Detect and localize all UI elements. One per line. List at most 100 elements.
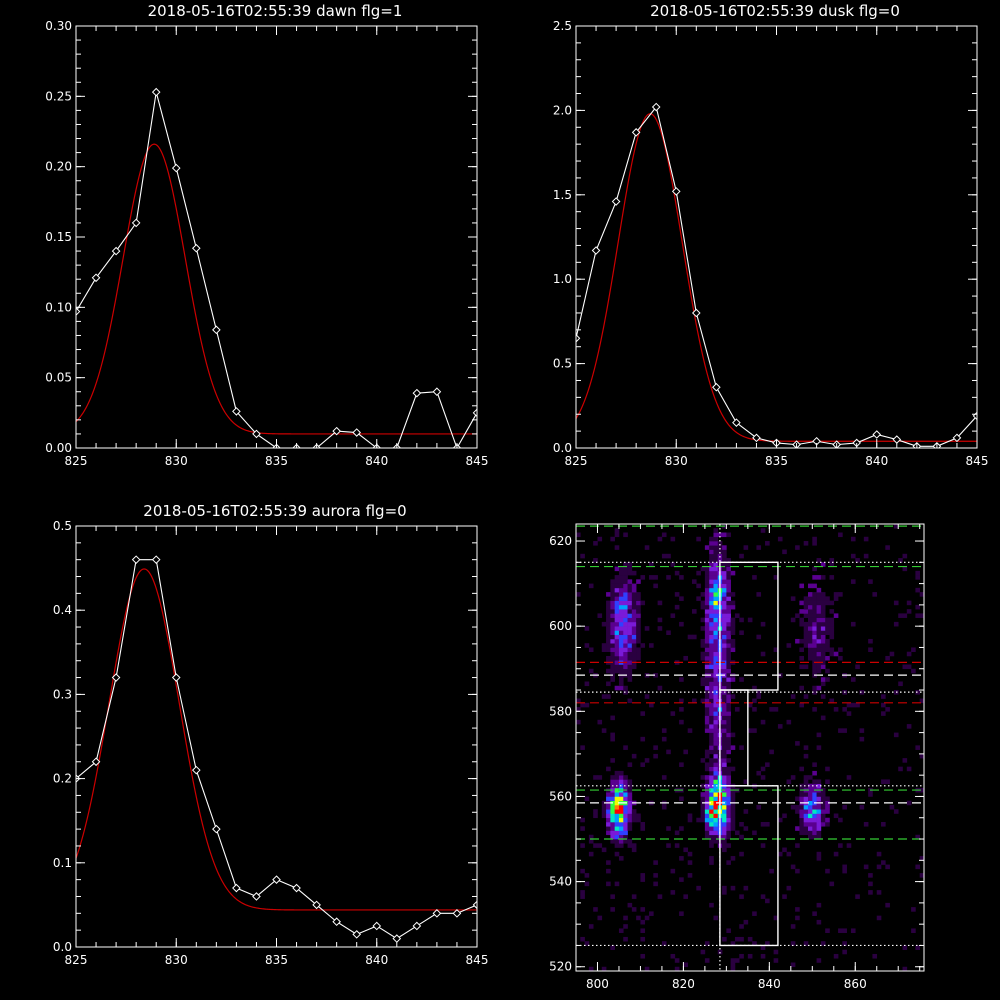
heatmap-pixel xyxy=(816,834,822,840)
heatmap-pixel xyxy=(713,634,719,640)
heatmap-pixel xyxy=(812,813,817,819)
heatmap-pixel xyxy=(610,583,615,589)
heatmap-pixel xyxy=(709,583,714,589)
heatmap-pixel xyxy=(627,647,633,653)
data-point-diamond xyxy=(432,387,442,397)
heatmap-pixel xyxy=(777,851,783,857)
heatmap-pixel xyxy=(713,724,719,729)
data-point-diamond xyxy=(631,128,641,137)
heatmap-pixel xyxy=(623,532,628,538)
heatmap-pixel xyxy=(610,587,615,593)
heatmap-pixel xyxy=(756,804,762,810)
heatmap-pixel xyxy=(820,813,826,819)
y-tick-label: 540 xyxy=(549,875,572,889)
heatmap-pixel xyxy=(704,698,710,704)
data-point-diamond xyxy=(452,909,462,918)
heatmap-pixel xyxy=(588,839,594,844)
heatmap-pixel xyxy=(752,575,757,580)
heatmap-pixel xyxy=(704,570,710,576)
heatmap-pixel xyxy=(842,804,847,810)
dusk-plot-area: 825 830 835 840 845 0.0 0.5 1.0 1.5 2.0 2.5 xyxy=(553,19,989,468)
heatmap-pixel xyxy=(722,694,727,699)
heatmap-pixel xyxy=(618,570,624,576)
heatmap-pixel xyxy=(606,830,611,836)
heatmap-pixel xyxy=(820,609,826,614)
heatmap-pixel xyxy=(713,660,719,665)
heatmap-pixel xyxy=(756,545,762,550)
x-tick-label: 835 xyxy=(265,953,288,967)
heatmap-pixel xyxy=(722,736,727,742)
heatmap-pixel xyxy=(730,813,736,819)
data-point-diamond xyxy=(292,883,301,893)
heatmap-pixel xyxy=(889,804,895,810)
heatmap-pixel xyxy=(631,609,637,614)
heatmap-pixel xyxy=(833,592,839,597)
heatmap-pixel xyxy=(610,839,615,844)
heatmap-pixel xyxy=(640,600,646,606)
heatmap-pixel xyxy=(576,698,581,704)
heatmap-pixel xyxy=(614,851,620,857)
heatmap-pixel xyxy=(730,745,736,750)
heatmap-pixel xyxy=(610,817,615,823)
heatmap-pixel xyxy=(760,822,766,827)
heatmap-pixel xyxy=(610,894,615,899)
heatmap-pixel xyxy=(722,804,727,810)
heatmap-pixel xyxy=(790,617,796,623)
heatmap-pixel xyxy=(726,583,731,589)
heatmap-pixel xyxy=(825,655,830,661)
heatmap-pixel xyxy=(722,549,727,555)
heatmap-pixel xyxy=(713,741,719,746)
heatmap-pixel xyxy=(704,643,710,648)
heatmap-pixel xyxy=(820,630,826,635)
heatmap-pixel xyxy=(713,685,719,691)
heatmap-pixel xyxy=(820,681,826,687)
x-tick-label: 825 xyxy=(565,454,588,468)
heatmap-pixel xyxy=(752,707,757,712)
heatmap-pixel xyxy=(627,677,633,682)
heatmap-pixel xyxy=(606,804,611,810)
heatmap-pixel xyxy=(816,813,822,819)
heatmap-pixel xyxy=(597,536,603,542)
heatmap-pixel xyxy=(614,830,620,836)
heatmap-pixel xyxy=(700,566,706,572)
heatmap-pixel xyxy=(833,707,839,712)
heatmap-pixel xyxy=(610,804,615,810)
heatmap-pixel xyxy=(631,907,637,912)
heatmap-pixel xyxy=(739,936,744,942)
heatmap-pixel xyxy=(700,638,706,644)
heatmap-pixel xyxy=(726,673,731,678)
heatmap-pixel xyxy=(825,766,830,772)
x-tick-label: 835 xyxy=(265,454,288,468)
heatmap-pixel xyxy=(610,775,615,780)
x-tick-label: 840 xyxy=(865,454,888,468)
heatmap-pixel xyxy=(726,685,731,691)
heatmap-pixel xyxy=(631,847,637,853)
heatmap-pixel xyxy=(618,770,624,776)
data-point-diamond xyxy=(472,900,477,910)
heatmap-pixel xyxy=(704,749,710,755)
heatmap-pixel xyxy=(709,707,714,712)
heatmap-pixel xyxy=(812,566,817,572)
heatmap-pixel xyxy=(623,634,628,640)
heatmap-pixel xyxy=(795,796,800,802)
heatmap-pixel xyxy=(618,809,624,814)
heatmap-pixel xyxy=(618,651,624,657)
heatmap-pixel xyxy=(898,613,903,618)
heatmap-pixel xyxy=(760,953,766,959)
heatmap-pixel xyxy=(709,660,714,665)
heatmap-pixel xyxy=(627,596,633,601)
heatmap-pixel xyxy=(855,664,860,670)
heatmap-pixel xyxy=(610,758,615,763)
heatmap-pixel xyxy=(808,592,813,597)
heatmap-pixel xyxy=(614,822,620,827)
heatmap-pixel xyxy=(610,907,615,912)
heatmap-pixel xyxy=(722,668,727,674)
heatmap-pixel xyxy=(606,634,611,640)
heatmap-pixel xyxy=(618,792,624,797)
heatmap-pixel xyxy=(713,613,719,618)
heatmap-pixel xyxy=(623,690,628,695)
heatmap-pixel xyxy=(730,643,736,648)
heatmap-pixel xyxy=(657,617,663,623)
heatmap-pixel xyxy=(597,775,603,780)
heatmap-pixel xyxy=(816,745,822,750)
